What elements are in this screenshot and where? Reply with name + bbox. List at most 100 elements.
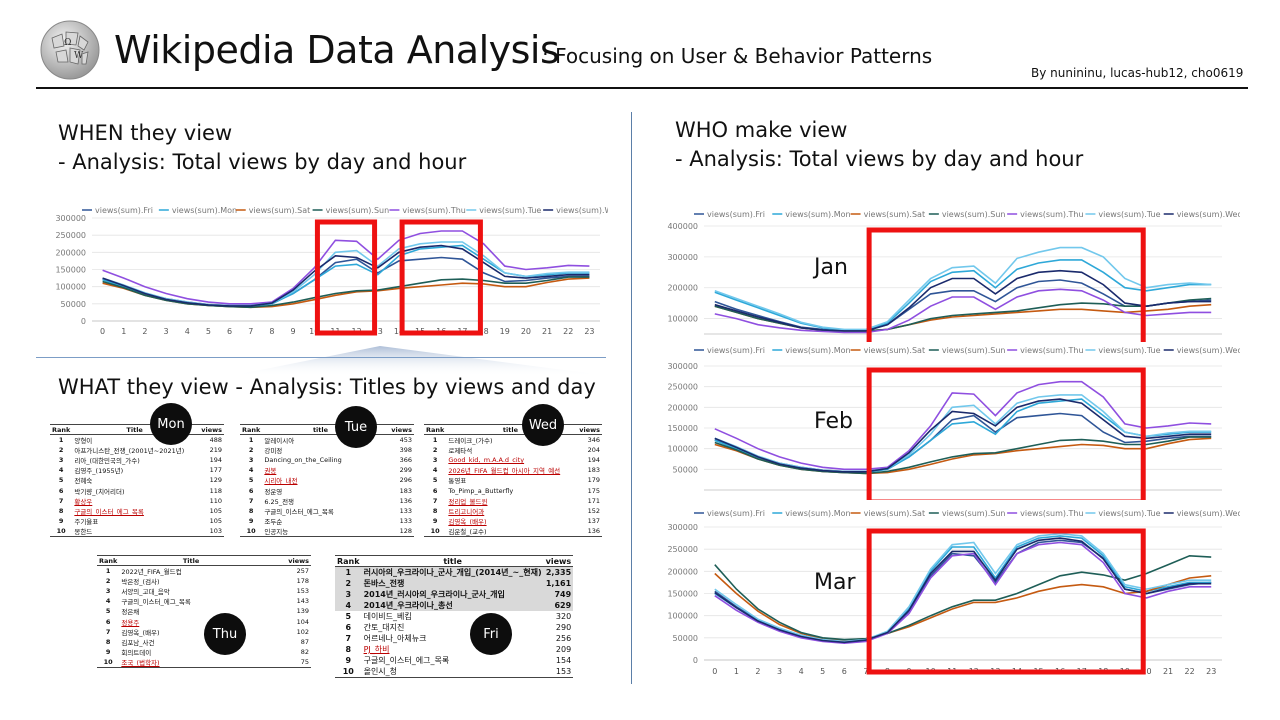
table-row: 9 구글의_이스터_에그_목록 154 bbox=[335, 655, 573, 666]
table-cell: 209 bbox=[555, 645, 572, 654]
table-cell: 9 bbox=[58, 516, 64, 525]
table-cell: 7 bbox=[345, 634, 352, 643]
y-tick-label: 200000 bbox=[667, 567, 698, 576]
x-tick-label: 0 bbox=[100, 327, 105, 336]
legend-entry: views(sum).Fri bbox=[707, 509, 765, 518]
table-cell: 118 bbox=[209, 486, 222, 495]
table-row: 6 간토_대지진 290 bbox=[335, 622, 573, 633]
table-cell: 데이비드_베킴 bbox=[363, 612, 412, 621]
header-rule bbox=[36, 87, 1248, 89]
table-cell: 1 bbox=[248, 436, 254, 445]
table-cell: 5 bbox=[345, 612, 352, 621]
legend-entry: views(sum).Mon bbox=[785, 509, 850, 518]
table-cell: 시리아_내전 bbox=[264, 477, 298, 486]
when-heading-line2: - Analysis: Total views by day and hour bbox=[58, 150, 467, 174]
table-cell: 4 bbox=[432, 466, 438, 475]
table-header: views bbox=[574, 424, 602, 435]
column-divider bbox=[631, 112, 632, 684]
table-cell: 6 bbox=[248, 486, 254, 495]
table-cell: 정리업_볼드윈 bbox=[448, 497, 488, 506]
table-cell: 올인시_청 bbox=[361, 666, 544, 678]
table-cell: 5 bbox=[248, 476, 254, 485]
table-cell: 구글의_이스터_에그_목록 bbox=[121, 598, 191, 607]
table-cell: 5 bbox=[58, 476, 64, 485]
table-cell: 리아_(대한민국의_가수) bbox=[74, 457, 140, 466]
series-line-views-sum--thu bbox=[102, 230, 590, 305]
highlight-box bbox=[866, 367, 1146, 500]
legend-entry: views(sum).Tue bbox=[1098, 346, 1160, 355]
legend-entry: views(sum).Fri bbox=[707, 346, 765, 355]
wed-table: Rank title views 1 드레이크_(가수) 346 2 로제타석 204 3 Good… bbox=[424, 424, 602, 537]
table-header: Rank bbox=[335, 555, 362, 567]
table-cell: 1 bbox=[105, 567, 111, 576]
table-cell: 183 bbox=[587, 466, 600, 475]
table-cell: 2014년_러시아의_우크라이나_군사_개입 bbox=[361, 589, 544, 600]
y-tick-label: 150000 bbox=[55, 266, 86, 275]
table-cell: 구글의_이스터_에그_목록 bbox=[74, 507, 144, 516]
table-cell: 3 bbox=[248, 456, 254, 465]
fri-table: Rank title views 1 러시아의_우크라이나_군사_개입_(2014년_~… bbox=[335, 555, 574, 678]
table-row: 2 로제타석 204 bbox=[424, 445, 602, 455]
table-cell: 296 bbox=[399, 476, 412, 485]
what-heading: WHAT they view - Analysis: Titles by vie… bbox=[58, 375, 596, 399]
table-row: 7 어르네나_아체뉴크 256 bbox=[335, 633, 573, 644]
table-cell: 110 bbox=[209, 496, 222, 505]
table-cell: 10 bbox=[424, 525, 447, 537]
y-tick-label: 200000 bbox=[55, 248, 86, 257]
table-cell: 3 bbox=[105, 587, 111, 596]
table-cell: 7 bbox=[432, 496, 438, 505]
series-line-views-sum--tue bbox=[714, 532, 1212, 643]
table-cell: 2022년_FIFA_월드컵 bbox=[121, 568, 182, 577]
table-cell: 서양의_고대_음악 bbox=[121, 588, 170, 597]
table-cell: 10 bbox=[335, 666, 362, 678]
authors-byline: By nunininu, lucas-hub12, cho0619 bbox=[1031, 66, 1244, 80]
y-tick-label: 100000 bbox=[667, 315, 698, 324]
series-line-views-sum--thu bbox=[714, 380, 1212, 471]
y-tick-label: 100000 bbox=[667, 612, 698, 621]
thu-table: Rank Title views 1 2022년_FIFA_월드컵 257 2 박은정_(검사… bbox=[97, 555, 311, 668]
y-tick-label: 0 bbox=[81, 317, 86, 326]
table-row: 3 2014년_러시아의_우크라이나_군사_개입 749 bbox=[335, 589, 574, 600]
table-cell: 8 bbox=[345, 645, 352, 654]
wed-badge: Wed bbox=[522, 404, 564, 446]
legend-entry: views(sum).Sun bbox=[942, 346, 1006, 355]
table-cell: 조두순 bbox=[264, 517, 283, 526]
legend-entry: views(sum).Tue bbox=[479, 206, 541, 215]
table-cell: 김영옥_(배우) bbox=[448, 517, 487, 526]
feb-line-chart: 50000 100000 150000 200000 250000 300000 views… bbox=[667, 346, 1240, 500]
table-cell: 2 bbox=[58, 446, 64, 455]
series-line-views-sum--mon bbox=[714, 398, 1212, 474]
x-tick-label: 22 bbox=[563, 327, 573, 336]
legend-entry: views(sum).Wed bbox=[1177, 509, 1240, 518]
table-cell: 629 bbox=[543, 600, 574, 611]
x-tick-label: 2 bbox=[755, 667, 760, 676]
table-row: 8 구글의_이스터_에그_목록 105 bbox=[50, 506, 224, 516]
legend-entry: views(sum).Sat bbox=[864, 346, 926, 355]
legend-entry: views(sum).Wed bbox=[1177, 346, 1240, 355]
x-tick-label: 8 bbox=[269, 327, 274, 336]
table-row: 4 구글의_이스터_에그_목록 143 bbox=[97, 596, 311, 606]
x-tick-label: 5 bbox=[206, 327, 211, 336]
table-row: 8 트리고니어과 152 bbox=[424, 506, 602, 516]
table-cell: 박은정_(검사) bbox=[121, 578, 160, 587]
x-tick-label: 2 bbox=[142, 327, 147, 336]
table-row: 5 시리아_내전 296 bbox=[240, 475, 414, 485]
table-cell: 통영표 bbox=[448, 477, 467, 486]
x-tick-label: 4 bbox=[799, 667, 804, 676]
x-tick-label: 19 bbox=[500, 327, 510, 336]
legend-entry: views(sum).Mon bbox=[785, 210, 850, 219]
legend-entry: views(sum).Mon bbox=[172, 206, 237, 215]
series-line-views-sum--sun bbox=[714, 554, 1212, 641]
legend-entry: views(sum).Thu bbox=[402, 206, 465, 215]
legend-entry: views(sum).Thu bbox=[1020, 210, 1083, 219]
table-row: 9 조두순 133 bbox=[240, 516, 414, 526]
series-line-views-sum--wed bbox=[714, 537, 1212, 644]
table-row: 3 Good_kid,_m.A.A.d_city 194 bbox=[424, 455, 602, 465]
legend-entry: views(sum).Sat bbox=[249, 206, 311, 215]
legend-entry: views(sum).Sun bbox=[942, 210, 1006, 219]
table-header: Rank bbox=[240, 424, 263, 435]
table-cell: 749 bbox=[543, 589, 574, 600]
table-row: 7 6.25_전쟁 136 bbox=[240, 496, 414, 506]
section-divider bbox=[36, 357, 606, 358]
